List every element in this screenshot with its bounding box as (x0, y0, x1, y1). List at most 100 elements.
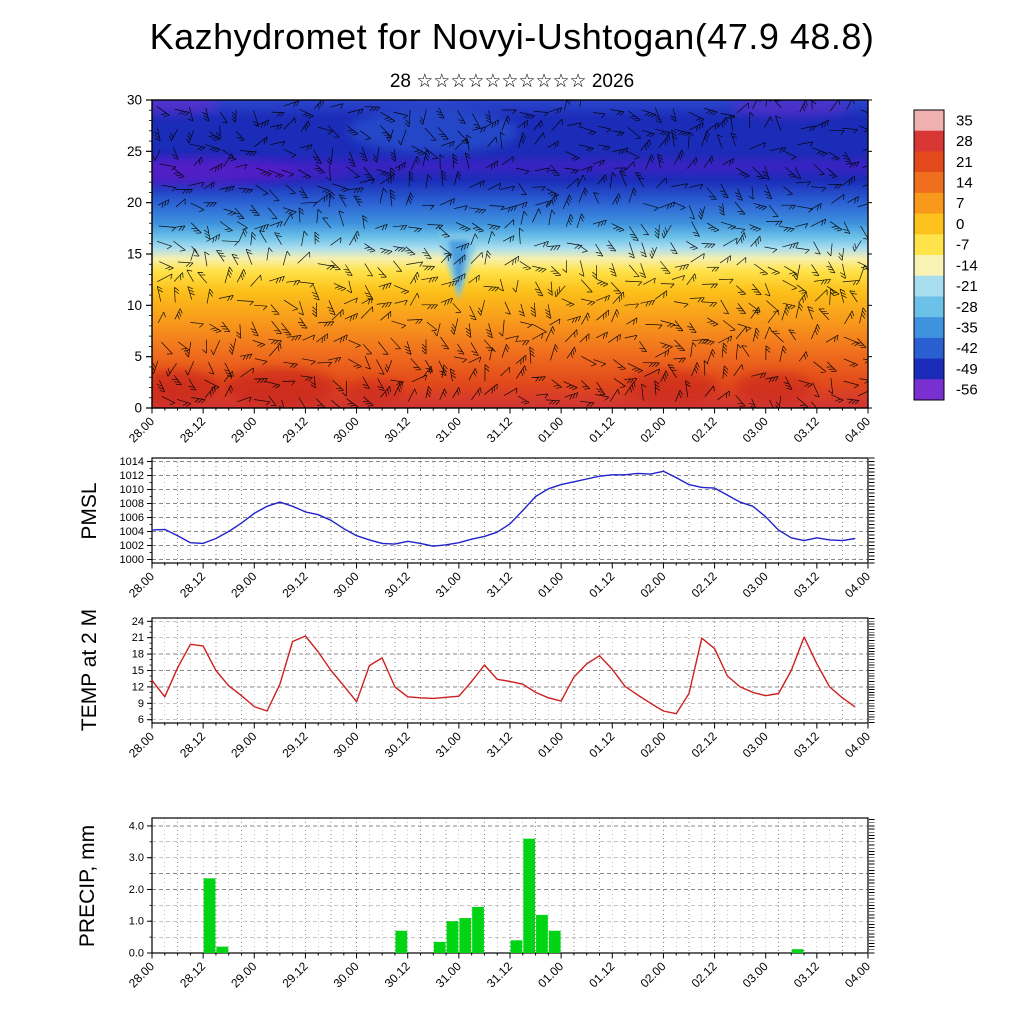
y-tick-label: 18 (132, 649, 144, 661)
time-tick-label: 03.12 (791, 569, 822, 600)
time-tick-label: 29.12 (279, 729, 310, 760)
colorbar-band (914, 213, 944, 235)
time-tick-label: 29.12 (279, 569, 310, 600)
y-tick-label: 1010 (120, 484, 144, 496)
time-tick-label: 31.00 (433, 569, 464, 600)
y-tick-label: 12 (132, 681, 144, 693)
colorbar-band (914, 110, 944, 132)
colorbar-tick-label: -21 (956, 278, 978, 295)
warm-surface-1 (152, 370, 221, 405)
time-tick-label: 28.00 (126, 569, 157, 600)
time-tick-label: 31.00 (433, 729, 464, 760)
time-tick-label: 01.00 (535, 414, 566, 445)
warm-surface-3 (343, 380, 404, 405)
time-tick-label: 02.12 (689, 959, 720, 990)
time-tick-label: 28.00 (126, 729, 157, 760)
colorbar-tick-label: -56 (956, 382, 978, 399)
colorbar-tick-label: 35 (956, 112, 973, 129)
time-tick-label: 03.00 (740, 729, 771, 760)
colorbar-band (914, 172, 944, 194)
time-tick-label: 31.12 (484, 729, 515, 760)
colorbar-tick-label: 7 (956, 195, 964, 212)
cold-dip-core (448, 240, 470, 292)
purple-top-left (152, 100, 221, 115)
time-tick-label: 03.12 (791, 959, 822, 990)
y-tick-label: 0.0 (129, 948, 144, 960)
y-tick-label: 1012 (120, 470, 144, 482)
time-tick-label: 28.12 (177, 414, 208, 445)
height-tick-label: 10 (127, 298, 142, 313)
time-tick-label: 01.12 (586, 414, 617, 445)
precip-bar (216, 946, 229, 953)
y-tick-label: 9 (138, 698, 144, 710)
time-tick-label: 02.12 (689, 569, 720, 600)
time-tick-label: 31.12 (484, 569, 515, 600)
y-tick-label: 1006 (120, 512, 144, 524)
bright-blue-upper (348, 108, 519, 154)
colorbar-band (914, 192, 944, 215)
time-tick-label: 01.00 (535, 729, 566, 760)
time-tick-label: 31.00 (433, 959, 464, 990)
y-tick-label: 24 (132, 616, 144, 628)
temperature-field (152, 100, 868, 408)
colorbar-tick-label: 14 (956, 175, 973, 192)
y-tick-label: 21 (132, 632, 144, 644)
y-tick-label: 1002 (120, 540, 144, 552)
time-tick-label: 04.00 (842, 414, 873, 445)
precip-bar (523, 838, 536, 953)
time-tick-label: 30.00 (331, 414, 362, 445)
colorbar-band (914, 358, 944, 380)
time-tick-label: 29.12 (279, 414, 310, 445)
colorbar-band (914, 234, 944, 256)
page-title: Kazhydromet for Novyi-Ushtogan(47.9 48.8… (149, 16, 875, 57)
y-tick-label: 1004 (120, 526, 144, 538)
precip-panel: 0.0 1.0 2.0 3.0 4.0 28.00 28.12 29.00 29.12 30.00… (126, 817, 875, 990)
precip-bar (791, 949, 804, 953)
time-tick-label: 02.12 (689, 414, 720, 445)
y-tick-label: 1.0 (129, 916, 144, 928)
height-tick-label: 0 (134, 401, 142, 416)
time-tick-label: 01.12 (586, 959, 617, 990)
colorbar-tick-label: -7 (956, 237, 969, 254)
time-tick-label: 03.12 (791, 729, 822, 760)
time-tick-label: 29.00 (228, 569, 259, 600)
time-tick-label: 03.12 (791, 414, 822, 445)
precip-bar (536, 914, 548, 953)
pmsl-panel: 1000 1002 1004 1006 1008 1010 1012 1014 28.00 28.… (120, 456, 875, 600)
time-tick-label: 30.12 (382, 729, 413, 760)
time-tick-label: 04.00 (842, 729, 873, 760)
time-tick-label: 31.12 (484, 959, 515, 990)
precip-bar (459, 918, 472, 953)
time-tick-label: 28.12 (177, 959, 208, 990)
time-tick-label: 03.00 (740, 569, 771, 600)
date-subtitle: 28 ☆☆☆☆☆☆☆☆☆☆ 2026 (389, 71, 635, 92)
time-tick-label: 01.12 (586, 729, 617, 760)
time-tick-label: 01.12 (586, 569, 617, 600)
colorbar-band (914, 151, 944, 173)
y-tick-label: 15 (132, 665, 144, 677)
cross-section-panel: 0 5 10 15 20 25 30 28.00 28.12 29.00 29.12 30.00 30.… (126, 93, 873, 446)
time-tick-label: 31.00 (433, 414, 464, 445)
warm-surface-2 (224, 367, 336, 407)
time-tick-label: 03.00 (740, 959, 771, 990)
precip-bar (433, 941, 446, 953)
colorbar-band (914, 296, 944, 318)
height-tick-label: 20 (127, 195, 142, 210)
time-tick-label: 04.00 (842, 959, 873, 990)
y-tick-label: 1008 (120, 498, 144, 510)
time-tick-label: 30.00 (331, 569, 362, 600)
height-tick-label: 25 (127, 144, 142, 159)
colorbar-band (914, 255, 944, 277)
time-tick-label: 04.00 (842, 569, 873, 600)
colorbar-tick-label: 0 (956, 216, 964, 233)
precip-bar (203, 878, 216, 953)
time-tick-label: 02.12 (689, 729, 720, 760)
precip-bar (510, 940, 523, 953)
colorbar-band (914, 337, 944, 360)
time-tick-label: 28.00 (126, 959, 157, 990)
time-tick-label: 28.12 (177, 569, 208, 600)
time-tick-label: 02.00 (637, 729, 668, 760)
height-tick-label: 5 (134, 349, 142, 364)
